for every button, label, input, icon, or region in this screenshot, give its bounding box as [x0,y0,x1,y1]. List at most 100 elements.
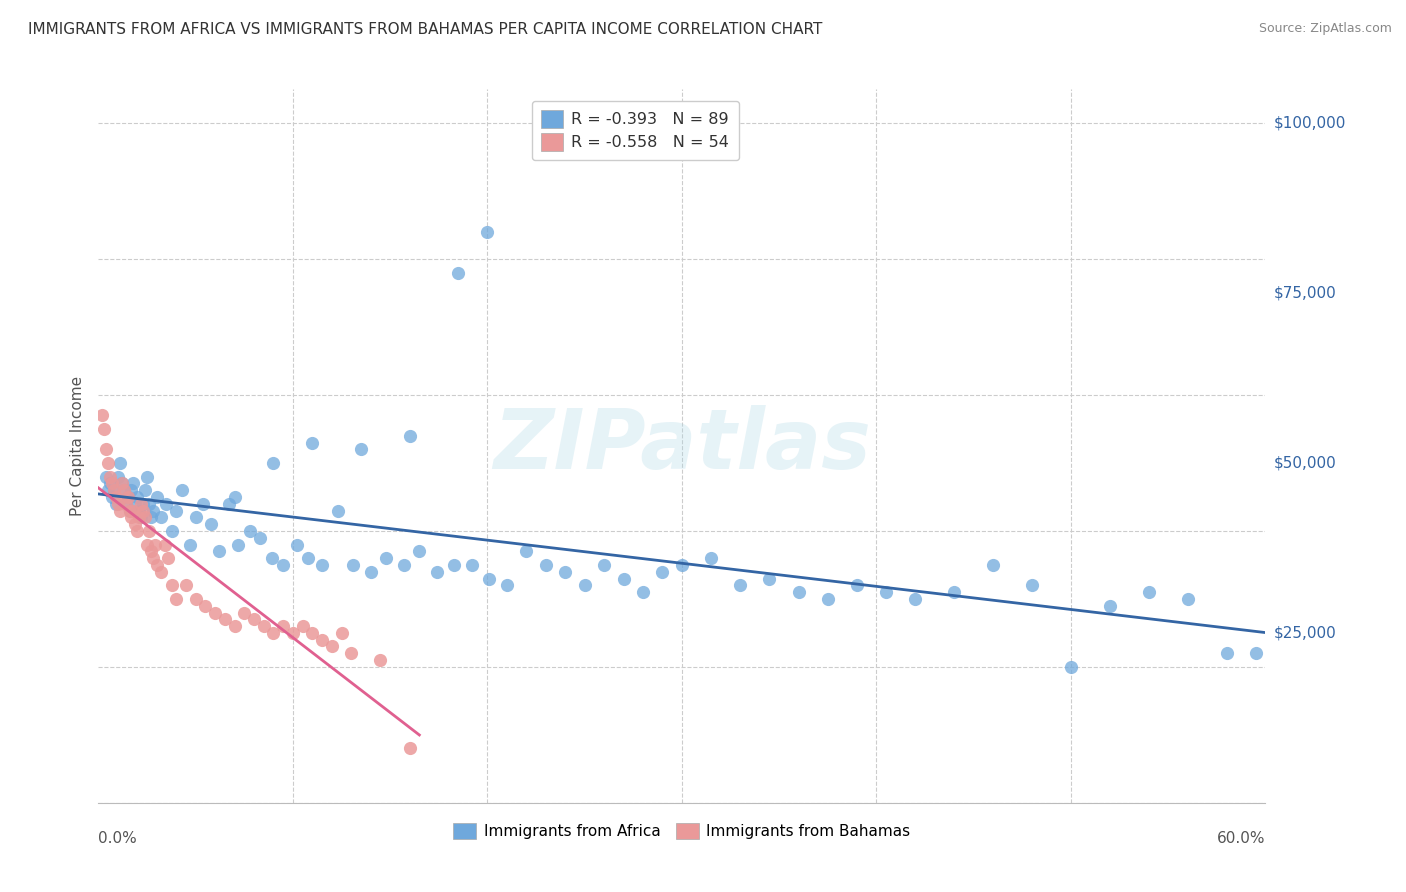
Point [758,572,780,586]
Point [204,606,226,620]
Point [162,524,184,538]
Point [515,544,537,558]
Point [98,476,121,491]
Point [91,409,114,423]
Point [875,585,897,599]
Point [671,558,693,572]
Point [129,510,152,524]
Point [214,612,236,626]
Point [574,578,596,592]
Text: Source: ZipAtlas.com: Source: ZipAtlas.com [1258,22,1392,36]
Point [243,612,266,626]
Point [165,503,187,517]
Point [612,572,634,586]
Point [981,558,1004,572]
Point [118,503,141,517]
Point [127,490,149,504]
Point [143,537,166,551]
Point [360,565,382,579]
Point [249,531,271,545]
Point [170,483,193,498]
Y-axis label: Per Capita Income: Per Capita Income [69,376,84,516]
Point [1137,585,1160,599]
Point [262,456,284,470]
Point [108,503,131,517]
Point [96,442,118,457]
Point [114,497,136,511]
Point [128,503,150,517]
Point [224,490,246,504]
Point [426,565,449,579]
Point [184,510,207,524]
Point [787,585,810,599]
Point [162,578,184,592]
Point [165,591,187,606]
Text: $50,000: $50,000 [1274,456,1337,470]
Point [208,544,231,558]
Point [228,537,250,551]
Point [179,537,201,551]
Point [326,503,349,517]
Text: $75,000: $75,000 [1274,285,1337,301]
Point [730,578,752,592]
Point [146,558,169,572]
Point [1098,599,1121,613]
Point [97,483,120,498]
Point [184,591,207,606]
Point [253,619,276,633]
Point [291,619,314,633]
Point [285,537,308,551]
Point [146,490,169,504]
Point [98,469,121,483]
Point [1215,646,1237,660]
Point [260,551,283,566]
Point [121,510,143,524]
Point [218,497,240,511]
Point [281,626,304,640]
Point [96,469,118,483]
Point [174,578,197,592]
Point [142,551,165,566]
Point [139,510,162,524]
Point [311,632,333,647]
Point [132,503,155,517]
Legend: Immigrants from Africa, Immigrants from Bahamas: Immigrants from Africa, Immigrants from … [447,817,917,845]
Point [93,422,115,436]
Point [370,653,392,667]
Point [128,510,150,524]
Point [233,606,256,620]
Point [104,497,127,511]
Point [142,503,165,517]
Point [447,266,470,280]
Point [111,476,134,491]
Point [155,497,177,511]
Point [342,558,364,572]
Text: 0.0%: 0.0% [98,831,138,847]
Point [262,626,284,640]
Point [311,558,333,572]
Point [101,490,124,504]
Point [817,591,839,606]
Point [157,551,180,566]
Point [103,483,125,498]
Point [101,476,124,491]
Point [103,483,125,498]
Point [375,551,398,566]
Point [1244,646,1267,660]
Point [443,558,465,572]
Point [117,490,139,504]
Point [651,565,673,579]
Point [398,741,420,756]
Point [301,626,323,640]
Text: 60.0%: 60.0% [1218,831,1265,847]
Point [97,456,120,470]
Point [136,469,159,483]
Point [1177,591,1199,606]
Point [129,497,152,511]
Point [121,483,143,498]
Text: ZIPatlas: ZIPatlas [494,406,870,486]
Point [124,497,146,511]
Point [127,524,149,538]
Point [496,578,519,592]
Point [461,558,484,572]
